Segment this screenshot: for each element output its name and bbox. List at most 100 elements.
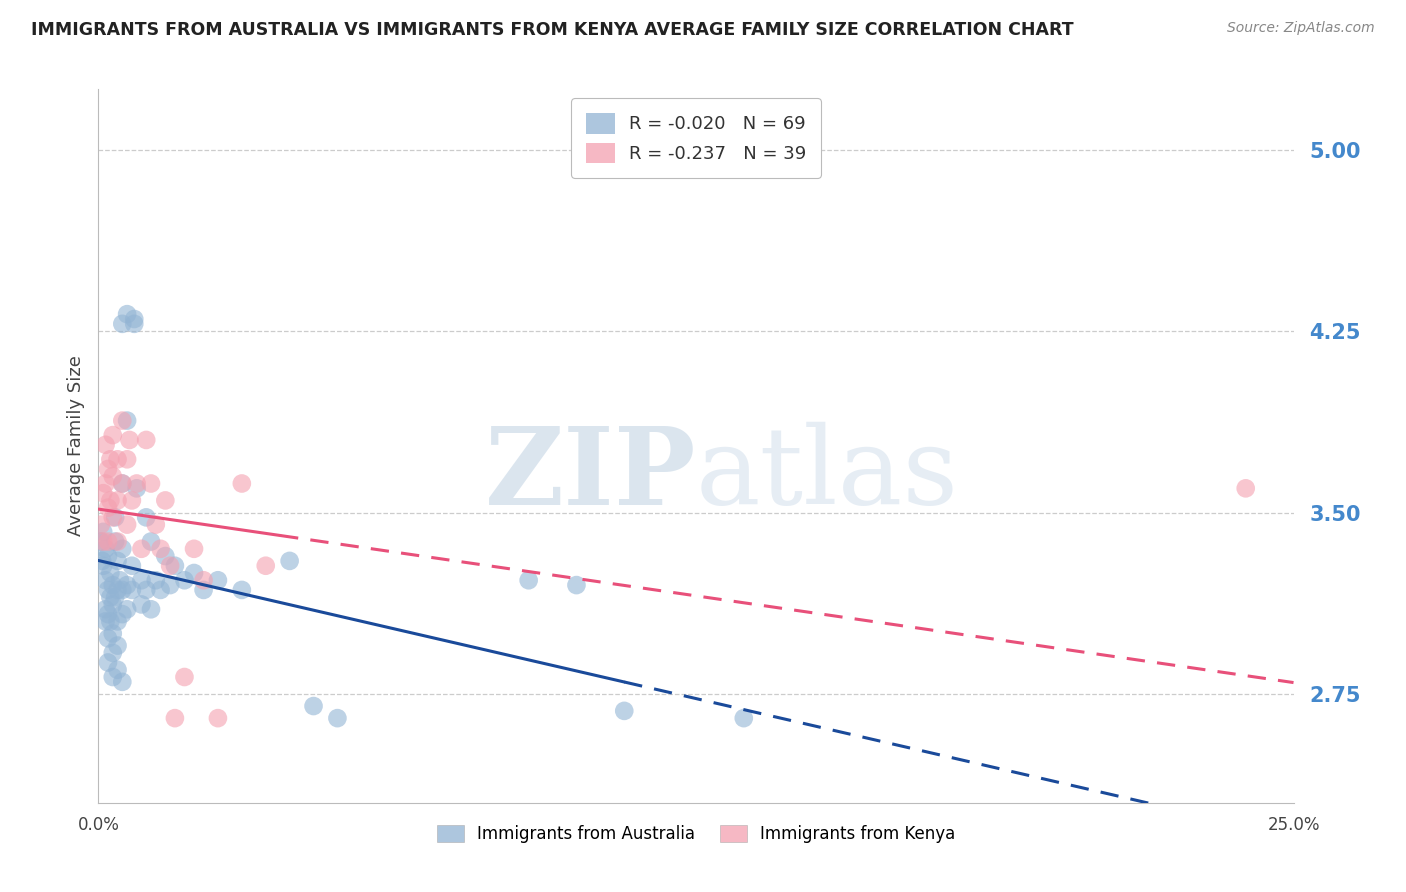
Point [111, 317, 134, 331]
Point [104, 590, 127, 604]
Point [97, 549, 120, 563]
Point [145, 517, 167, 532]
Point [90, 534, 112, 549]
Text: Source: ZipAtlas.com: Source: ZipAtlas.com [1227, 21, 1375, 35]
Point [231, 476, 253, 491]
Point [107, 554, 129, 568]
Point [1234, 481, 1257, 495]
Point [302, 699, 325, 714]
Point [91, 558, 114, 573]
Point [107, 663, 129, 677]
Point [97, 462, 120, 476]
Point [97, 656, 120, 670]
Point [111, 607, 134, 621]
Point [94, 615, 117, 629]
Point [163, 711, 186, 725]
Point [94, 574, 117, 588]
Point [193, 574, 215, 588]
Point [163, 558, 186, 573]
Point [193, 582, 215, 597]
Point [111, 476, 134, 491]
Point [101, 670, 124, 684]
Point [107, 582, 129, 597]
Point [98, 566, 122, 580]
Point [517, 574, 540, 588]
Point [91, 486, 114, 500]
Point [145, 574, 167, 588]
Point [613, 704, 636, 718]
Point [94, 476, 117, 491]
Point [125, 476, 148, 491]
Point [115, 414, 138, 428]
Point [159, 558, 181, 573]
Point [565, 578, 588, 592]
Point [155, 493, 177, 508]
Point [121, 493, 143, 508]
Point [101, 646, 124, 660]
Point [155, 549, 177, 563]
Point [121, 582, 143, 597]
Point [131, 574, 153, 588]
Point [159, 578, 181, 592]
Point [111, 414, 134, 428]
Point [94, 438, 117, 452]
Point [98, 590, 122, 604]
Point [149, 541, 172, 556]
Point [97, 582, 120, 597]
Point [173, 670, 195, 684]
Point [131, 598, 153, 612]
Point [108, 574, 131, 588]
Point [97, 534, 120, 549]
Point [254, 558, 277, 573]
Point [733, 711, 755, 725]
Point [115, 307, 138, 321]
Point [101, 510, 124, 524]
Point [115, 602, 138, 616]
Point [111, 582, 134, 597]
Point [1091, 825, 1114, 839]
Point [139, 476, 162, 491]
Point [231, 582, 253, 597]
Point [90, 517, 112, 532]
Point [97, 607, 120, 621]
Point [91, 524, 114, 539]
Point [101, 626, 124, 640]
Point [98, 615, 122, 629]
Point [125, 481, 148, 495]
Point [173, 574, 195, 588]
Point [124, 317, 146, 331]
Point [91, 534, 114, 549]
Point [94, 602, 117, 616]
Point [278, 554, 301, 568]
Point [183, 541, 205, 556]
Point [207, 574, 229, 588]
Point [97, 500, 120, 515]
Point [111, 674, 134, 689]
Point [107, 639, 129, 653]
Point [111, 541, 134, 556]
Point [131, 541, 153, 556]
Point [98, 452, 122, 467]
Text: ZIP: ZIP [485, 422, 696, 527]
Point [97, 632, 120, 646]
Point [1258, 815, 1281, 830]
Point [139, 602, 162, 616]
Point [135, 433, 157, 447]
Point [118, 433, 141, 447]
Point [98, 493, 122, 508]
Point [115, 452, 138, 467]
Point [183, 566, 205, 580]
Point [121, 558, 143, 573]
Point [115, 578, 138, 592]
Point [104, 534, 127, 549]
Point [107, 534, 129, 549]
Point [326, 711, 349, 725]
Text: IMMIGRANTS FROM AUSTRALIA VS IMMIGRANTS FROM KENYA AVERAGE FAMILY SIZE CORRELATI: IMMIGRANTS FROM AUSTRALIA VS IMMIGRANTS … [31, 21, 1074, 38]
Point [149, 582, 172, 597]
Point [111, 476, 134, 491]
Point [107, 615, 129, 629]
Legend: Immigrants from Australia, Immigrants from Kenya: Immigrants from Australia, Immigrants fr… [429, 817, 963, 852]
Point [139, 534, 162, 549]
Point [207, 711, 229, 725]
Point [135, 582, 157, 597]
